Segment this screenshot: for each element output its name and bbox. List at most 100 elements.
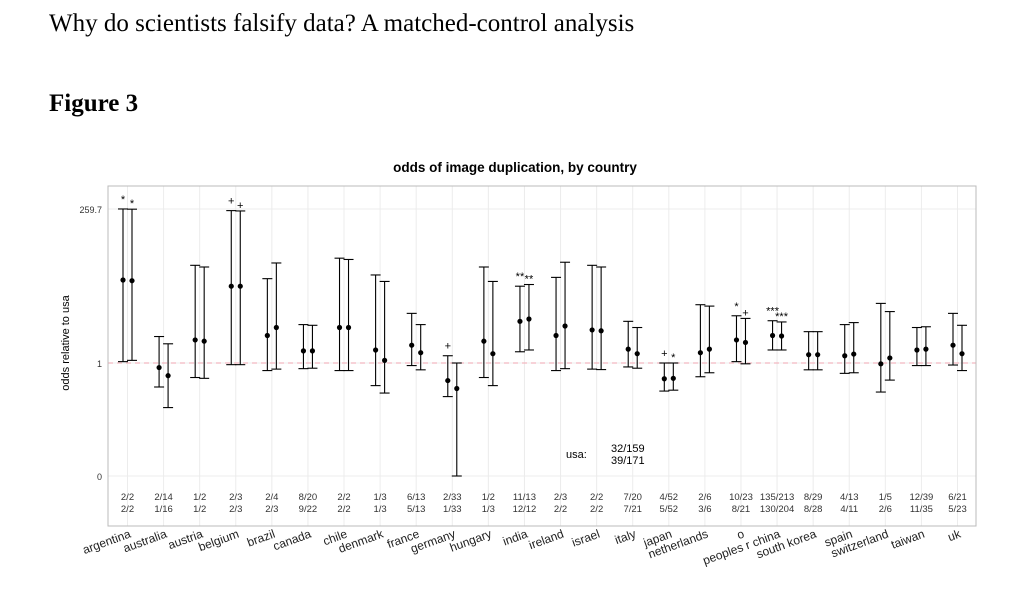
significance-mark-o-0: * bbox=[734, 301, 739, 313]
significance-mark-peoples-r-china-0: *** bbox=[766, 306, 780, 318]
plot-frame bbox=[107, 185, 977, 527]
count-label-switzerland-1: 2/6 bbox=[879, 504, 892, 515]
point-germany-1 bbox=[454, 385, 460, 392]
significance-mark-belgium-1: + bbox=[237, 200, 243, 212]
point-taiwan-0 bbox=[914, 347, 920, 353]
point-hungary-1 bbox=[490, 351, 496, 357]
count-label-spain-1: 4/11 bbox=[840, 504, 858, 515]
point-brazil-0 bbox=[264, 332, 270, 339]
count-label-taiwan-0: 12/39 bbox=[910, 492, 934, 503]
count-label-france-0: 6/13 bbox=[407, 492, 426, 503]
count-label-switzerland-0: 1/5 bbox=[879, 492, 892, 503]
count-label-ireland-0: 2/3 bbox=[554, 492, 567, 503]
point-canada-0 bbox=[300, 348, 307, 354]
y-tick-label-2: 259.7 bbox=[79, 205, 102, 215]
point-france-1 bbox=[418, 350, 424, 356]
point-netherlands-1 bbox=[706, 346, 712, 352]
count-label-belgium-0: 2/3 bbox=[229, 492, 242, 503]
point-chile-0 bbox=[336, 324, 343, 331]
count-label-japan-0: 4/52 bbox=[660, 492, 679, 503]
significance-mark-india-1: ** bbox=[525, 274, 534, 286]
point-chile-1 bbox=[345, 324, 352, 331]
point-ireland-1 bbox=[562, 323, 568, 329]
point-taiwan-1 bbox=[923, 346, 929, 352]
point-ireland-0 bbox=[553, 332, 559, 339]
point-france-0 bbox=[409, 342, 415, 348]
point-belgium-1 bbox=[237, 283, 243, 289]
point-canada-1 bbox=[309, 348, 316, 354]
count-label-canada-1: 9/22 bbox=[299, 504, 318, 515]
point-spain-1 bbox=[851, 351, 857, 357]
point-denmark-1 bbox=[382, 357, 388, 363]
x-tick-label-italy: italy bbox=[613, 527, 638, 547]
point-belgium-0 bbox=[228, 283, 234, 289]
x-tick-label-ireland: ireland bbox=[527, 527, 566, 552]
x-tick-label-belgium: belgium bbox=[197, 527, 241, 555]
point-germany-0 bbox=[445, 377, 451, 384]
count-label-netherlands-0: 2/6 bbox=[698, 492, 711, 503]
usa-note: usa: 32/159 39/171 bbox=[566, 443, 645, 467]
count-label-italy-1: 7/21 bbox=[623, 504, 642, 515]
count-label-chile-0: 2/2 bbox=[337, 492, 350, 503]
point-india-0 bbox=[517, 318, 523, 324]
y-tick-labels: 0 1 259.7 bbox=[79, 205, 102, 482]
point-switzerland-1 bbox=[887, 355, 893, 361]
point-spain-0 bbox=[842, 353, 848, 359]
figure-label: Figure 3 bbox=[49, 90, 139, 117]
point-uk-1 bbox=[959, 351, 965, 357]
count-label-spain-0: 4/13 bbox=[840, 492, 859, 503]
grid bbox=[108, 186, 976, 526]
x-tick-label-uk: uk bbox=[946, 526, 964, 544]
x-tick-label-canada: canada bbox=[271, 527, 313, 554]
count-label-india-1: 12/12 bbox=[513, 504, 537, 515]
count-label-o-0: 10/23 bbox=[729, 492, 753, 503]
point-italy-0 bbox=[625, 346, 631, 352]
count-label-taiwan-1: 11/35 bbox=[910, 504, 933, 515]
chart-title: odds of image duplication, by country bbox=[393, 160, 637, 175]
count-label-france-1: 5/13 bbox=[407, 504, 426, 515]
count-labels: 2/22/22/141/161/21/22/32/32/42/38/209/22… bbox=[121, 492, 967, 515]
count-label-austria-0: 1/2 bbox=[193, 492, 206, 503]
significance-mark-japan-0: + bbox=[661, 348, 667, 360]
significance-mark-india-0: ** bbox=[516, 271, 525, 283]
x-tick-label-hungary: hungary bbox=[448, 527, 494, 555]
x-tick-label-israel: israel bbox=[570, 527, 602, 550]
point-o-0 bbox=[733, 337, 740, 343]
point-south-korea-0 bbox=[806, 352, 812, 358]
count-label-o-1: 8/21 bbox=[732, 504, 751, 515]
significance-mark-germany-0: + bbox=[445, 341, 451, 353]
document-title: Why do scientists falsify data? A matche… bbox=[49, 10, 635, 37]
point-austria-1 bbox=[201, 338, 207, 344]
x-tick-label-brazil: brazil bbox=[245, 527, 277, 550]
x-tick-label-o: o bbox=[735, 527, 746, 543]
point-italy-1 bbox=[634, 351, 640, 357]
count-label-hungary-1: 1/3 bbox=[482, 504, 495, 515]
point-israel-0 bbox=[589, 327, 595, 333]
point-peoples-r-china-0 bbox=[769, 332, 776, 339]
count-label-uk-1: 5/23 bbox=[948, 504, 967, 515]
count-label-netherlands-1: 3/6 bbox=[698, 504, 711, 515]
count-label-denmark-1: 1/3 bbox=[373, 504, 386, 515]
count-label-india-0: 11/13 bbox=[513, 492, 536, 503]
point-japan-0 bbox=[661, 376, 667, 382]
significance-mark-japan-1: * bbox=[671, 352, 676, 364]
count-label-germany-0: 2/33 bbox=[443, 492, 462, 503]
y-tick-label-0: 0 bbox=[97, 472, 102, 482]
point-o-1 bbox=[742, 339, 749, 346]
count-label-south-korea-0: 8/29 bbox=[804, 492, 823, 503]
count-label-brazil-1: 2/3 bbox=[265, 504, 278, 515]
count-label-ireland-1: 2/2 bbox=[554, 504, 567, 515]
y-axis-label: odds relative to usa bbox=[60, 294, 72, 390]
count-label-italy-0: 7/20 bbox=[623, 492, 642, 503]
significance-mark-o-1: + bbox=[742, 307, 748, 319]
point-australia-1 bbox=[165, 373, 171, 379]
count-label-uk-0: 6/21 bbox=[948, 492, 967, 503]
point-switzerland-0 bbox=[878, 361, 884, 367]
count-label-japan-1: 5/52 bbox=[660, 504, 679, 515]
point-argentina-0 bbox=[120, 277, 126, 283]
count-label-south-korea-1: 8/28 bbox=[804, 504, 823, 515]
count-label-israel-0: 2/2 bbox=[590, 492, 603, 503]
point-denmark-0 bbox=[373, 347, 379, 353]
significance-mark-belgium-0: + bbox=[228, 196, 234, 208]
point-austria-0 bbox=[192, 337, 198, 343]
